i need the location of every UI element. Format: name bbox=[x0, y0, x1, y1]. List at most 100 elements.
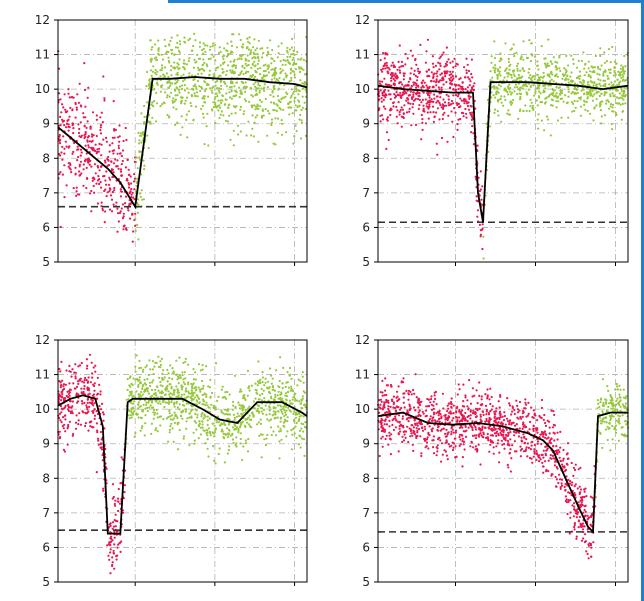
scatter-point bbox=[268, 413, 271, 416]
scatter-point bbox=[197, 386, 200, 389]
scatter-point bbox=[302, 68, 305, 71]
scatter-point bbox=[565, 77, 568, 80]
scatter-point bbox=[277, 45, 280, 48]
scatter-point bbox=[133, 188, 136, 191]
scatter-point bbox=[558, 54, 561, 57]
scatter-point bbox=[403, 406, 406, 409]
scatter-point bbox=[473, 394, 476, 397]
scatter-point bbox=[381, 394, 384, 397]
scatter-point bbox=[430, 80, 433, 83]
scatter-point bbox=[387, 89, 390, 92]
scatter-point bbox=[550, 78, 553, 81]
scatter-point bbox=[103, 159, 107, 162]
scatter-point bbox=[58, 430, 61, 433]
scatter-point bbox=[233, 85, 236, 88]
scatter-point bbox=[216, 105, 219, 108]
scatter-point bbox=[464, 98, 467, 101]
scatter-point bbox=[525, 438, 528, 441]
scatter-point bbox=[118, 502, 122, 505]
scatter-point bbox=[62, 119, 65, 122]
scatter-point bbox=[398, 66, 401, 69]
scatter-point bbox=[95, 118, 98, 121]
scatter-point bbox=[417, 406, 420, 409]
scatter-point bbox=[83, 136, 86, 140]
scatter-point bbox=[196, 53, 199, 57]
scatter-point bbox=[98, 383, 101, 386]
scatter-point bbox=[180, 87, 184, 91]
scatter-point bbox=[475, 195, 478, 198]
scatter-point bbox=[516, 408, 520, 411]
scatter-point bbox=[415, 436, 418, 440]
scatter-point bbox=[230, 86, 233, 89]
scatter-point bbox=[263, 384, 266, 387]
scatter-point bbox=[562, 74, 565, 77]
scatter-point bbox=[608, 107, 611, 110]
scatter-point bbox=[451, 74, 454, 78]
scatter-point bbox=[242, 445, 245, 448]
scatter-point bbox=[301, 371, 304, 374]
scatter-point bbox=[102, 413, 105, 416]
scatter-point bbox=[66, 443, 69, 446]
scatter-point bbox=[80, 391, 83, 394]
scatter-point bbox=[274, 413, 277, 416]
scatter-point bbox=[134, 431, 137, 435]
scatter-point bbox=[278, 106, 281, 109]
scatter-point bbox=[204, 404, 207, 407]
scatter-point bbox=[68, 391, 72, 394]
scatter-point bbox=[613, 80, 617, 83]
scatter-point bbox=[586, 80, 590, 84]
scatter-point bbox=[273, 77, 276, 80]
scatter-point bbox=[171, 52, 174, 55]
scatter-point bbox=[407, 101, 410, 104]
scatter-point bbox=[291, 92, 294, 95]
scatter-point bbox=[584, 510, 587, 513]
scatter-point bbox=[168, 44, 171, 47]
scatter-point bbox=[602, 70, 605, 74]
scatter-point bbox=[584, 108, 587, 111]
scatter-point bbox=[64, 383, 67, 386]
scatter-point bbox=[580, 539, 584, 542]
scatter-point bbox=[264, 108, 267, 111]
scatter-point bbox=[193, 77, 196, 80]
scatter-point bbox=[73, 371, 76, 374]
scatter-point bbox=[220, 388, 223, 391]
scatter-point bbox=[540, 45, 543, 48]
scatter-point bbox=[381, 379, 384, 382]
scatter-point bbox=[530, 42, 533, 45]
scatter-point bbox=[141, 393, 144, 396]
scatter-point bbox=[181, 403, 184, 407]
scatter-point bbox=[491, 434, 494, 437]
scatter-point bbox=[103, 221, 106, 224]
scatter-point bbox=[102, 138, 105, 141]
scatter-point bbox=[288, 48, 291, 51]
scatter-point bbox=[62, 416, 65, 419]
scatter-point bbox=[290, 385, 293, 388]
scatter-point bbox=[138, 376, 141, 379]
scatter-point bbox=[283, 425, 286, 428]
scatter-point bbox=[138, 405, 141, 408]
scatter-point bbox=[614, 73, 617, 76]
scatter-point bbox=[462, 383, 465, 386]
scatter-point bbox=[112, 162, 115, 165]
scatter-point bbox=[114, 499, 117, 502]
scatter-point bbox=[108, 144, 111, 147]
scatter-point bbox=[479, 170, 482, 173]
scatter-point bbox=[111, 556, 114, 559]
scatter-point bbox=[63, 152, 66, 155]
scatter-point bbox=[155, 102, 159, 105]
scatter-point bbox=[142, 198, 145, 201]
scatter-point bbox=[154, 388, 157, 391]
scatter-point bbox=[214, 105, 217, 108]
scatter-point bbox=[108, 523, 111, 526]
scatter-point bbox=[64, 430, 67, 433]
scatter-point bbox=[183, 78, 186, 81]
scatter-point bbox=[301, 106, 305, 109]
scatter-point bbox=[251, 127, 254, 130]
scatter-point bbox=[519, 98, 522, 101]
scatter-point bbox=[226, 408, 229, 411]
scatter-point bbox=[261, 380, 264, 384]
scatter-point bbox=[64, 108, 67, 111]
scatter-point bbox=[101, 402, 104, 405]
scatter-point bbox=[286, 381, 289, 384]
scatter-point bbox=[260, 410, 263, 413]
